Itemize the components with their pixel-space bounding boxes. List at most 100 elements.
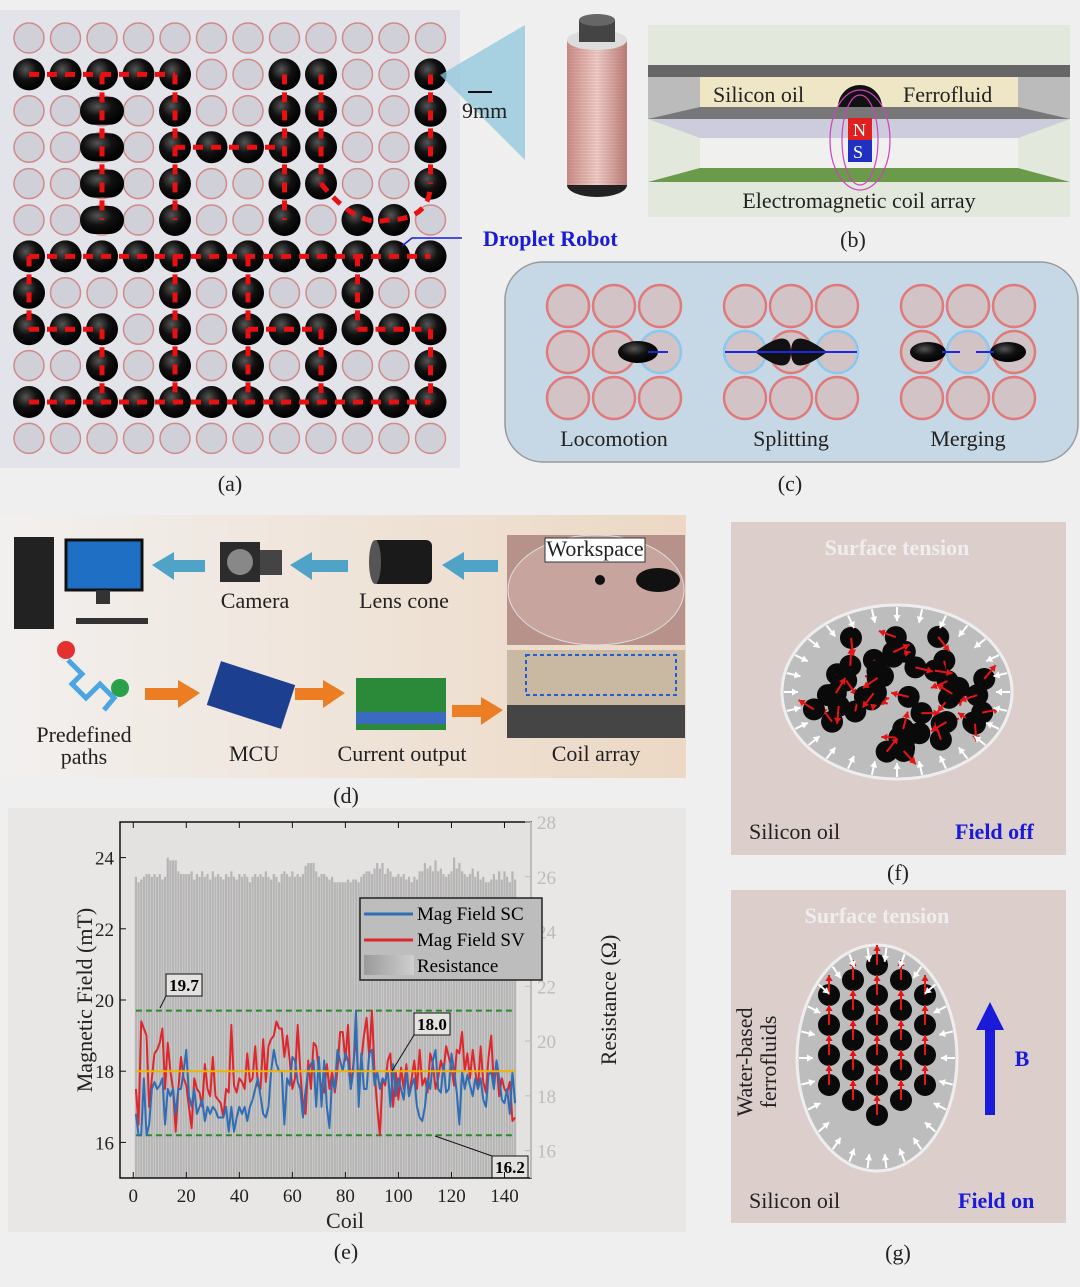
resistance-bar [257, 877, 259, 1178]
coil-cell [233, 169, 263, 199]
coil-cell [639, 377, 681, 419]
coil-cell [993, 377, 1035, 419]
coil-cell [51, 205, 81, 235]
coil-cell [947, 285, 989, 327]
resistance-bar [212, 871, 214, 1178]
coil-cell [160, 23, 190, 53]
annotation-label: 19.7 [169, 976, 199, 995]
resistance-bar [222, 880, 224, 1178]
coil-cell [947, 377, 989, 419]
field-b-label: B [1015, 1046, 1030, 1071]
droplet [990, 342, 1026, 362]
legend-resistance: Resistance [417, 956, 498, 977]
resistance-bar [289, 877, 291, 1178]
caption-b: (b) [840, 227, 866, 252]
coil-cell [14, 23, 44, 53]
coil-cell [197, 23, 227, 53]
resistance-bar [238, 874, 240, 1178]
resistance-bar [291, 871, 293, 1178]
coil-cell [124, 23, 154, 53]
coil-cell [160, 423, 190, 453]
legend-sv: Mag Field SV [417, 930, 525, 951]
resistance-bar [167, 858, 169, 1178]
x-tick-label: 60 [283, 1186, 302, 1207]
resistance-bar [172, 860, 174, 1178]
x-tick-label: 0 [129, 1186, 139, 1207]
coil-cell [306, 205, 336, 235]
resistance-bar [241, 877, 243, 1178]
resistance-bar [244, 874, 246, 1178]
coil-cell [197, 169, 227, 199]
resistance-bar [350, 882, 352, 1178]
field-on-label: Field on [958, 1188, 1034, 1213]
coil-cell [379, 169, 409, 199]
coil-cell [87, 23, 117, 53]
coil-cell [14, 169, 44, 199]
coil-cell [233, 423, 263, 453]
resistance-bar [135, 877, 137, 1178]
resistance-bar [342, 882, 344, 1178]
coil-cell [724, 285, 766, 327]
coil-cell [639, 285, 681, 327]
resistance-bar [183, 874, 185, 1178]
y2-tick-label: 18 [537, 1087, 556, 1108]
coil-cell [379, 96, 409, 126]
resistance-bar [246, 877, 248, 1178]
silicon-oil-label: Silicon oil [713, 82, 804, 107]
coil-cell [197, 59, 227, 89]
lens-icon [369, 540, 432, 584]
coil-cell [14, 351, 44, 381]
resistance-bar [180, 874, 182, 1178]
coil-cell [416, 278, 446, 308]
y-tick-label: 22 [95, 920, 114, 941]
coil-cell [343, 423, 373, 453]
resistance-bar [318, 877, 320, 1178]
coil-cell [270, 351, 300, 381]
coil-cell [416, 23, 446, 53]
coil-cell [343, 59, 373, 89]
coil-cell [124, 423, 154, 453]
resistance-bar [177, 871, 179, 1178]
coil-cell [343, 132, 373, 162]
resistance-bar [159, 874, 161, 1178]
resistance-bar [206, 874, 208, 1178]
coil-cell [593, 285, 635, 327]
resistance-bar [217, 874, 219, 1178]
resistance-bar [262, 877, 264, 1178]
y-tick-label: 16 [95, 1133, 114, 1154]
coil-cell [306, 23, 336, 53]
coil-cell [306, 423, 336, 453]
coil-cell [379, 132, 409, 162]
coil-cell [343, 96, 373, 126]
coil-cell [124, 314, 154, 344]
fluid-label-2: ferrofluids [756, 1016, 781, 1109]
coil-cell [197, 351, 227, 381]
panel-f: Surface tension Silicon oil Field off (f… [731, 522, 1066, 885]
x-tick-label: 140 [490, 1186, 519, 1207]
y-tick-label: 20 [95, 991, 114, 1012]
resistance-bar [307, 863, 309, 1178]
coil-cell [993, 285, 1035, 327]
camera-label: Camera [221, 588, 290, 613]
coil-cell [270, 23, 300, 53]
resistance-bar [344, 882, 346, 1178]
mcu-label: MCU [229, 741, 279, 766]
resistance-bar [169, 860, 171, 1178]
x-axis-label: Coil [326, 1208, 364, 1233]
resistance-bar [156, 877, 158, 1178]
workspace-photo: Workspace [507, 535, 685, 738]
resistance-bar [352, 880, 354, 1178]
resistance-bar [254, 874, 256, 1178]
resistance-bar [323, 874, 325, 1178]
coil-cell [770, 377, 812, 419]
resistance-bar [265, 871, 267, 1178]
coil-cell [343, 169, 373, 199]
coil-cell [416, 423, 446, 453]
resistance-bar [334, 882, 336, 1178]
resistance-bar [299, 877, 301, 1178]
resistance-bar [336, 882, 338, 1178]
y-tick-label: 18 [95, 1062, 114, 1083]
coil-cell [770, 285, 812, 327]
